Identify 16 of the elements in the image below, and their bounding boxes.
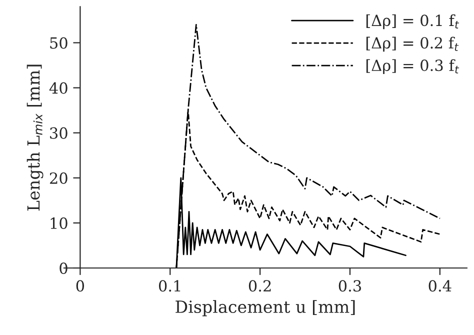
y-tick-label: 20	[50, 172, 68, 184]
x-tick-label: 0.4	[428, 280, 452, 292]
legend-label: [Δρ] = 0.2 f$_{t}$	[366, 36, 459, 52]
x-axis-title: Displacement u [mm]	[176, 300, 355, 316]
x-tick-label: 0	[76, 280, 84, 292]
y-tick-label: 10	[50, 217, 68, 229]
legend-label: [Δρ] = 0.3 f$_{t}$	[366, 59, 460, 74]
y-tick-label: 50	[50, 37, 68, 49]
y-tick-label: 40	[49, 82, 68, 94]
y-tick-label: 30	[50, 127, 68, 139]
y-axis-title: Length L$_{mix}$ [mm]	[26, 64, 44, 211]
x-tick-label: 0.1	[158, 280, 180, 292]
y-tick-label: 0	[60, 262, 68, 274]
x-tick-label: 0.2	[248, 280, 271, 292]
x-tick-label: 0.3	[338, 280, 361, 292]
legend-label: [Δρ] = 0.1 f$_{t}$	[366, 14, 460, 30]
